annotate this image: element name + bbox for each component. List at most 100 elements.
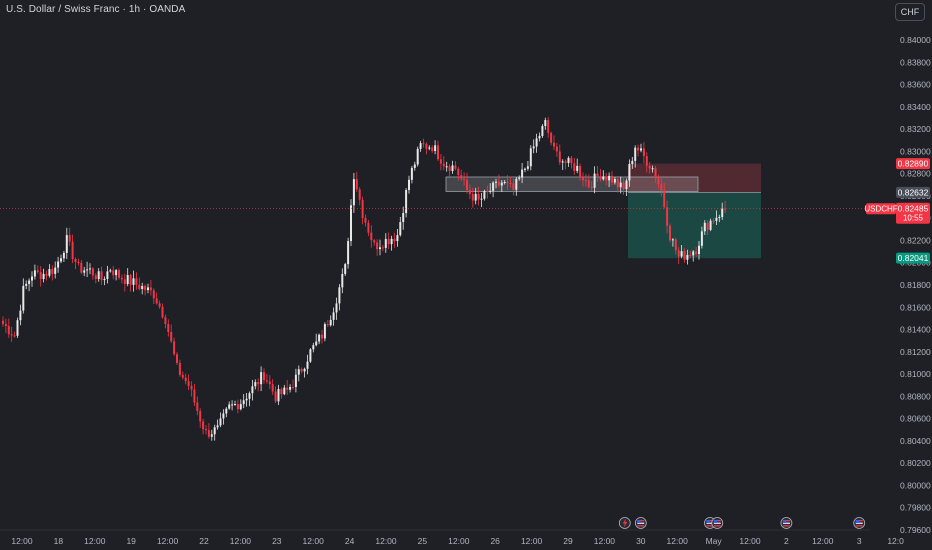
candle: [315, 333, 318, 347]
candle: [129, 273, 132, 292]
candle: [587, 174, 590, 189]
candle: [181, 371, 184, 380]
candle: [260, 366, 263, 392]
us-flag-event-icon[interactable]: [780, 517, 793, 529]
candle: [62, 250, 65, 262]
candle: [16, 317, 19, 338]
candle: [161, 303, 164, 319]
candle: [347, 237, 350, 269]
candle: [593, 166, 596, 194]
candle: [352, 172, 355, 213]
resistance-zone-box[interactable]: [445, 176, 699, 192]
time-tick-label: 2: [784, 536, 789, 546]
candle: [599, 168, 602, 182]
candle: [425, 142, 428, 155]
candle: [657, 174, 660, 189]
candle: [176, 352, 178, 366]
candle: [173, 337, 176, 356]
candle: [254, 379, 257, 390]
countdown-label: 10:55: [903, 214, 924, 223]
candle: [689, 250, 692, 259]
candle: [674, 238, 677, 255]
candle: [613, 176, 616, 185]
candle: [512, 178, 515, 196]
candle: [332, 307, 335, 326]
position-tool[interactable]: [445, 163, 761, 259]
candle: [524, 167, 526, 173]
candle: [628, 159, 631, 187]
price-tick-label: 0.81800: [900, 280, 931, 290]
candle: [297, 365, 300, 382]
candle: [468, 184, 471, 200]
currency-badge[interactable]: CHF: [895, 3, 925, 21]
candle: [170, 324, 173, 343]
event-markers[interactable]: [618, 517, 866, 529]
candle: [474, 187, 477, 205]
candle: [355, 172, 358, 192]
candle: [448, 164, 451, 179]
candle: [506, 175, 509, 190]
candle: [718, 214, 721, 223]
candle: [631, 156, 634, 169]
lightning-event-icon[interactable]: [618, 517, 631, 529]
candle: [236, 399, 239, 414]
candle: [703, 220, 706, 235]
time-tick-label: 29: [563, 536, 573, 546]
take-profit-zone[interactable]: [628, 192, 761, 259]
candle: [31, 271, 33, 287]
candle: [550, 131, 553, 146]
candle: [663, 182, 666, 209]
candle: [303, 367, 306, 378]
candle: [712, 218, 715, 224]
price-tick-label: 0.80200: [900, 458, 931, 468]
candle: [48, 264, 51, 278]
candle: [71, 234, 74, 264]
candle: [190, 381, 193, 397]
price-tick-label: 0.82200: [900, 235, 931, 245]
candle: [100, 266, 103, 286]
candle: [434, 140, 437, 155]
candle: [277, 384, 280, 406]
candle: [393, 232, 396, 248]
candle: [651, 165, 654, 173]
symbol-label: USDCHF: [864, 203, 898, 215]
candle: [4, 318, 7, 334]
candle: [724, 200, 727, 214]
candle: [564, 159, 567, 170]
candle: [497, 174, 500, 188]
time-axis[interactable]: 12:00 18 12:00 19 12:00 22 12:00 23 12:00 24 12:00…: [11, 536, 904, 546]
price-tick-label: 0.80400: [900, 436, 931, 446]
candle: [695, 247, 698, 257]
candle: [251, 379, 254, 401]
price-axis[interactable]: 0.84000 0.83800 0.83600 0.83400 0.83200 0.830…: [900, 35, 931, 535]
time-tick-label: 12:00: [230, 536, 252, 546]
price-tick-label: 0.83400: [900, 102, 931, 112]
candle: [164, 314, 167, 329]
candle: [608, 172, 611, 188]
candle: [245, 392, 248, 407]
candle: [605, 172, 608, 186]
candle: [503, 180, 506, 185]
candle: [120, 274, 123, 284]
candle: [123, 273, 126, 292]
candle: [654, 165, 657, 183]
candle: [80, 259, 83, 275]
us-flag-event-icon[interactable]: [711, 517, 724, 529]
candle: [248, 391, 251, 407]
candle: [10, 326, 13, 342]
us-flag-event-icon[interactable]: [853, 517, 866, 529]
candle: [590, 181, 593, 191]
candle: [416, 146, 419, 167]
us-flag-event-icon[interactable]: [634, 517, 647, 529]
candle: [68, 227, 71, 246]
candle: [492, 181, 495, 198]
candle: [625, 178, 628, 196]
svg-text:0.82632: 0.82632: [898, 187, 929, 197]
candle: [19, 304, 22, 326]
price-tick-label: 0.80800: [900, 391, 931, 401]
time-tick-label: 30: [636, 536, 646, 546]
candle: [671, 238, 674, 247]
candle: [422, 138, 425, 148]
candle: [541, 124, 544, 138]
